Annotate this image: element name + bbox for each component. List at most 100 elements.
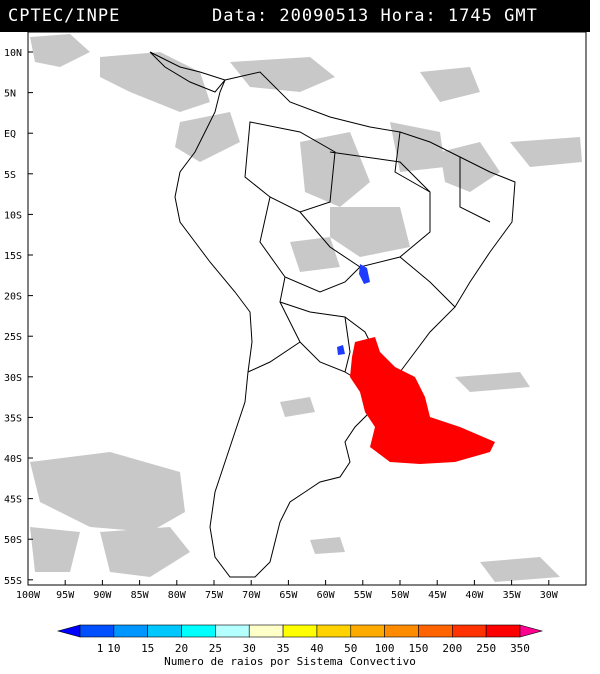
cloud-patch xyxy=(510,137,582,167)
cloud-patch xyxy=(455,372,530,392)
legend-swatch xyxy=(418,624,453,638)
border-line xyxy=(394,131,431,193)
cloud-patch xyxy=(330,207,410,257)
legend-value-label: 25 xyxy=(209,642,222,655)
border-line xyxy=(244,121,336,213)
cloud-patch xyxy=(290,237,340,272)
legend-swatch xyxy=(350,624,385,638)
legend-value-label: 10 xyxy=(107,642,120,655)
cloud-patch xyxy=(390,122,445,172)
cloud-patch xyxy=(280,397,315,417)
legend-swatch xyxy=(282,624,318,638)
lat-tick-label: EQ xyxy=(4,129,16,140)
cloud-patch xyxy=(310,537,345,554)
cloud-patch xyxy=(30,452,185,532)
border-line xyxy=(259,196,361,293)
cloud-patch xyxy=(100,527,190,577)
legend-swatch xyxy=(113,624,148,638)
coastline-layer xyxy=(149,51,516,578)
border-line xyxy=(299,151,431,268)
legend-swatch xyxy=(181,624,216,638)
lat-tick-label: 35S xyxy=(4,413,22,424)
legend-swatch xyxy=(248,624,284,638)
lat-tick-label: 5S xyxy=(4,170,16,181)
legend-value-label: 20 xyxy=(175,642,188,655)
cloud-patch xyxy=(300,132,370,207)
legend-value-label: 30 xyxy=(243,642,256,655)
map-canvas: 10N 5N EQ 5S 10S 15S 20S 25S 30S 35S 40S 45S 50S 55S 1… xyxy=(4,32,587,601)
legend-value-label: 250 xyxy=(476,642,496,655)
legend-value-label: 100 xyxy=(375,642,395,655)
border-line xyxy=(459,157,491,223)
legend-arrow-left xyxy=(56,624,81,638)
lat-tick-label: 30S xyxy=(4,373,22,384)
lon-tick-label: 90W xyxy=(93,590,112,601)
cloud-patch xyxy=(30,527,80,572)
lon-tick-label: 60W xyxy=(317,590,336,601)
lon-tick-label: 30W xyxy=(540,590,559,601)
convective-system-low xyxy=(337,345,345,355)
legend-arrow-right xyxy=(519,624,544,638)
axis-ticks: 10N 5N EQ 5S 10S 15S 20S 25S 30S 35S 40S 45S 50S 55S 1… xyxy=(4,48,559,601)
border-line xyxy=(399,256,456,308)
legend-swatch xyxy=(452,624,487,638)
cloud-cover-layer xyxy=(30,34,582,582)
lat-tick-label: 15S xyxy=(4,251,22,262)
convective-system-high xyxy=(350,337,495,464)
cloud-patch xyxy=(480,557,560,582)
legend-value-label: 1 xyxy=(97,642,104,655)
date-time-title: Data: 20090513 Hora: 1745 GMT xyxy=(212,6,538,26)
lon-tick-label: 45W xyxy=(428,590,447,601)
legend-tick-labels: 1 10 15 20 25 30 35 40 50 100 150 200 250 350 xyxy=(97,642,530,655)
convective-system-low xyxy=(359,264,370,284)
legend-swatch xyxy=(215,624,250,638)
legend-value-label: 50 xyxy=(344,642,357,655)
legend-swatch xyxy=(147,624,182,638)
lon-tick-label: 40W xyxy=(465,590,484,601)
cloud-patch xyxy=(175,112,240,162)
cloud-patch xyxy=(100,52,210,112)
legend-swatch xyxy=(79,624,115,638)
cloud-patch xyxy=(30,34,90,67)
lat-tick-label: 10S xyxy=(4,210,22,221)
lat-tick-label: 25S xyxy=(4,332,22,343)
source-title: CPTEC/INPE xyxy=(8,6,121,26)
lon-tick-label: 35W xyxy=(503,590,522,601)
border-line xyxy=(247,301,301,373)
legend-value-label: 40 xyxy=(310,642,323,655)
legend-value-label: 200 xyxy=(442,642,462,655)
lat-tick-label: 10N xyxy=(4,48,22,59)
header-bar: CPTEC/INPE Data: 20090513 Hora: 1745 GMT xyxy=(0,0,590,32)
legend-title: Numero de raios por Sistema Convectivo xyxy=(164,655,416,668)
legend-swatch xyxy=(384,624,419,638)
lightning-layer xyxy=(337,264,495,464)
map-area: 10N 5N EQ 5S 10S 15S 20S 25S 30S 35S 40S 45S 50S 55S 1… xyxy=(0,32,600,642)
border-line xyxy=(279,276,376,353)
legend-canvas: 1 10 15 20 25 30 35 40 50 100 150 200 250 350 Numero … xyxy=(56,624,544,668)
lat-tick-label: 5N xyxy=(4,89,16,100)
lat-tick-label: 20S xyxy=(4,292,22,303)
legend: 1 10 15 20 25 30 35 40 50 100 150 200 250 350 Numero … xyxy=(0,615,600,670)
lon-tick-label: 80W xyxy=(168,590,187,601)
lon-tick-label: 70W xyxy=(242,590,261,601)
cloud-patch xyxy=(420,67,480,102)
lon-tick-label: 55W xyxy=(354,590,373,601)
lon-tick-label: 100W xyxy=(16,590,41,601)
central-america-outline xyxy=(149,51,226,93)
legend-value-label: 150 xyxy=(409,642,429,655)
lat-tick-label: 50S xyxy=(4,535,22,546)
south-america-outline xyxy=(174,71,516,578)
lon-tick-label: 95W xyxy=(56,590,75,601)
legend-value-label: 350 xyxy=(510,642,530,655)
lat-tick-label: 55S xyxy=(4,576,22,587)
lon-tick-label: 50W xyxy=(391,590,410,601)
legend-swatch xyxy=(485,624,521,638)
lon-tick-label: 75W xyxy=(205,590,224,601)
legend-swatch xyxy=(316,624,352,638)
lon-tick-label: 65W xyxy=(279,590,298,601)
cloud-patch xyxy=(230,57,335,92)
legend-value-label: 15 xyxy=(141,642,154,655)
legend-colorbar xyxy=(56,624,544,638)
legend-value-label: 35 xyxy=(276,642,289,655)
lat-tick-label: 40S xyxy=(4,454,22,465)
